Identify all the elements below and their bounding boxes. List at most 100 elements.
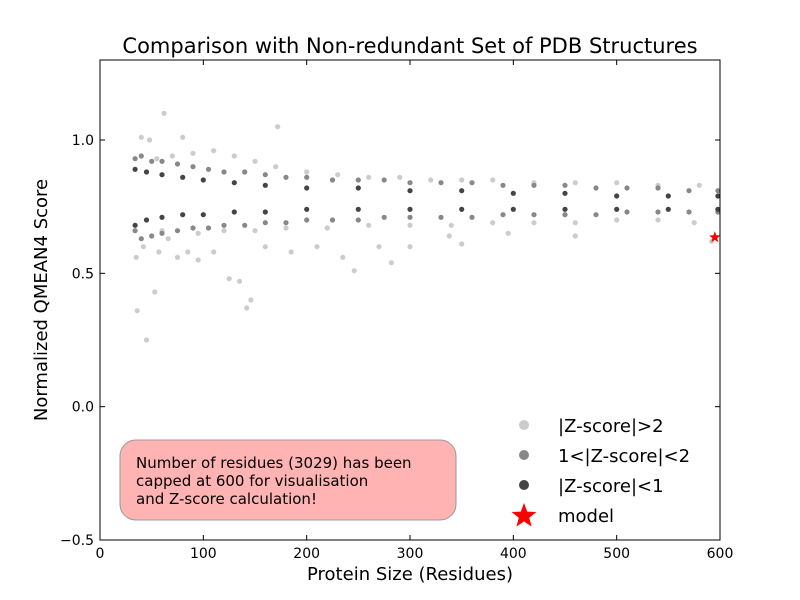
- data-point-series-1-27: [355, 217, 361, 223]
- legend-marker-1: [519, 450, 529, 460]
- data-point-series-1-48: [686, 188, 692, 194]
- chart-title: Comparison with Non-redundant Set of PDB…: [122, 34, 697, 58]
- data-point-series-0-29: [459, 241, 465, 247]
- data-point-series-1-13: [205, 225, 212, 231]
- data-point-series-0-42: [366, 174, 372, 180]
- y-tick-label: 1.0: [72, 133, 94, 149]
- data-point-series-2-18: [407, 188, 413, 194]
- data-point-series-0-25: [376, 244, 382, 250]
- data-point-series-0-49: [614, 180, 620, 186]
- data-point-series-2-20: [459, 188, 465, 194]
- data-point-series-1-33: [438, 214, 444, 220]
- data-point-series-1-7: [159, 230, 165, 236]
- data-point-series-0-56: [283, 225, 289, 231]
- data-point-series-2-27: [614, 206, 620, 212]
- data-point-series-1-23: [304, 217, 310, 223]
- data-point-series-2-8: [200, 177, 206, 183]
- data-point-series-2-7: [180, 212, 186, 218]
- data-point-series-0-30: [505, 230, 511, 236]
- data-point-series-1-16: [242, 169, 248, 175]
- data-point-series-0-27: [407, 244, 413, 250]
- data-point-series-2-0: [132, 166, 138, 172]
- data-point-series-2-1: [132, 222, 138, 228]
- data-point-series-0-2: [152, 289, 158, 295]
- legend-label-3: model: [558, 506, 614, 527]
- data-point-series-1-8: [174, 161, 181, 167]
- x-tick-label: 0: [96, 546, 105, 562]
- data-point-series-0-52: [165, 236, 171, 242]
- data-point-series-2-17: [355, 206, 361, 212]
- data-point-series-2-16: [355, 185, 361, 191]
- data-point-series-0-60: [448, 222, 454, 228]
- data-point-series-2-22: [510, 190, 516, 196]
- data-point-series-2-13: [262, 209, 268, 215]
- data-point-series-0-5: [161, 110, 167, 116]
- data-point-series-1-37: [500, 212, 506, 218]
- data-point-series-0-16: [226, 276, 232, 282]
- x-tick-label: 500: [603, 546, 630, 562]
- data-point-series-0-43: [397, 174, 403, 180]
- data-point-series-1-26: [355, 177, 361, 183]
- data-point-series-1-49: [686, 209, 692, 215]
- legend-label-2: |Z-score|<1: [558, 476, 664, 497]
- data-point-series-0-36: [211, 148, 217, 154]
- data-point-series-1-1: [132, 228, 138, 234]
- data-points-layer: [132, 110, 721, 343]
- data-point-series-0-63: [572, 220, 578, 226]
- data-point-series-1-18: [262, 172, 268, 178]
- data-point-series-0-6: [180, 134, 186, 140]
- data-point-series-2-24: [562, 190, 568, 196]
- data-point-series-0-26: [388, 260, 394, 266]
- data-point-series-0-37: [231, 153, 237, 159]
- data-point-series-1-39: [531, 212, 537, 218]
- data-point-series-1-31: [407, 214, 413, 220]
- data-point-series-0-46: [490, 177, 496, 183]
- legend: |Z-score|>2 1<|Z-score|<2 |Z-score|<1 model: [511, 416, 690, 527]
- data-point-series-1-10: [190, 164, 196, 170]
- data-point-series-1-25: [329, 217, 336, 223]
- data-point-series-0-20: [262, 244, 268, 250]
- data-point-series-0-28: [446, 233, 452, 239]
- legend-label-0: |Z-score|>2: [558, 416, 664, 437]
- data-point-series-1-3: [138, 236, 144, 242]
- data-point-series-1-28: [381, 177, 387, 183]
- data-point-series-0-62: [531, 220, 537, 226]
- data-point-series-2-21: [459, 206, 465, 212]
- data-point-series-1-41: [562, 212, 568, 218]
- data-point-series-1-24: [329, 177, 336, 183]
- data-point-series-1-22: [304, 174, 310, 180]
- annotation-line-2: capped at 600 for visualisation: [136, 472, 368, 490]
- data-point-series-2-11: [231, 209, 237, 215]
- data-point-series-0-54: [221, 228, 227, 234]
- data-point-series-0-22: [314, 244, 320, 250]
- data-point-series-2-19: [407, 206, 413, 212]
- data-point-series-0-19: [248, 297, 254, 303]
- data-point-series-1-47: [655, 209, 661, 215]
- y-tick-label: 0.0: [72, 400, 94, 416]
- model-star-point: [709, 231, 721, 243]
- x-tick-label: 100: [190, 546, 217, 562]
- data-point-series-0-24: [351, 268, 357, 274]
- data-point-series-1-12: [205, 166, 212, 172]
- data-point-series-2-28: [665, 193, 671, 199]
- data-point-series-0-3: [147, 137, 153, 143]
- data-point-series-0-4: [138, 134, 144, 140]
- data-point-series-0-17: [236, 278, 243, 284]
- data-point-series-2-29: [665, 206, 671, 212]
- annotation-line-1: Number of residues (3029) has been: [136, 454, 412, 472]
- data-point-series-2-31: [715, 206, 721, 212]
- data-point-series-1-14: [221, 169, 227, 175]
- data-point-series-0-66: [691, 220, 697, 226]
- data-point-series-1-29: [381, 214, 387, 220]
- data-point-series-1-2: [138, 153, 144, 159]
- x-tick-label: 400: [500, 546, 527, 562]
- data-point-series-2-10: [231, 180, 237, 186]
- data-point-series-2-30: [715, 193, 721, 199]
- data-point-series-0-15: [211, 249, 217, 255]
- data-point-series-1-17: [242, 222, 248, 228]
- data-point-series-1-21: [283, 220, 289, 226]
- data-point-series-0-12: [174, 254, 181, 260]
- data-point-series-0-0: [134, 308, 140, 314]
- data-point-series-1-45: [624, 209, 630, 215]
- data-point-series-1-20: [283, 174, 289, 180]
